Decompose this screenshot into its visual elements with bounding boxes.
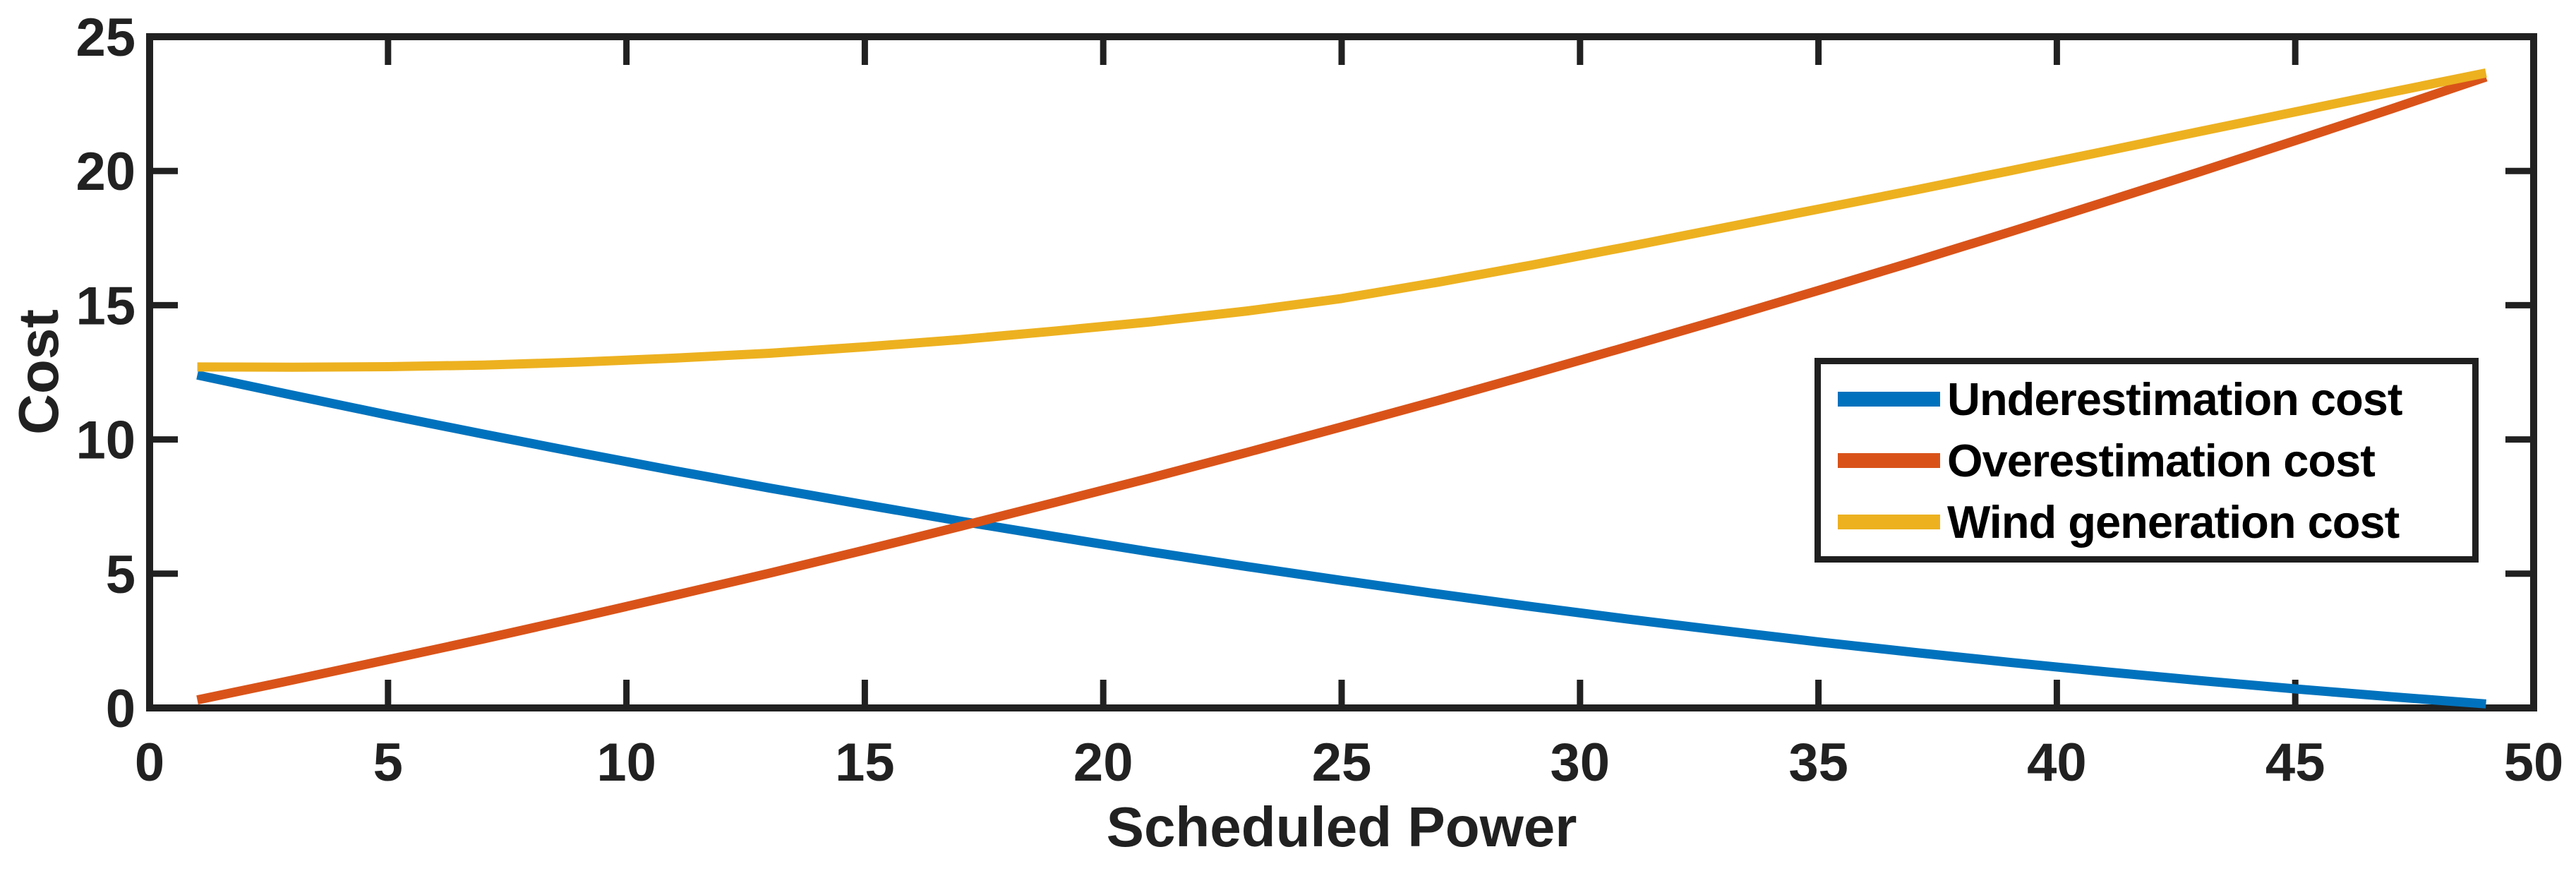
y-axis-title: Cost xyxy=(7,309,70,435)
legend-label-wind-generation: Wind generation cost xyxy=(1947,495,2400,548)
x-tick-label-40: 40 xyxy=(2027,733,2087,793)
y-tick-label-25: 25 xyxy=(76,8,136,68)
overestimation-cost-line xyxy=(196,72,2488,704)
legend-label-underestimation: Underestimation cost xyxy=(1947,373,2403,425)
x-tick-label-10: 10 xyxy=(596,733,656,793)
y-tick-label-15: 15 xyxy=(76,276,136,336)
x-tick-label-15: 15 xyxy=(835,733,895,793)
legend-swatch-wind-generation-line xyxy=(1838,514,1940,529)
axes-box xyxy=(146,33,2537,711)
legend-label-overestimation: Overestimation cost xyxy=(1947,434,2376,486)
x-tick-label-0: 0 xyxy=(135,733,164,793)
x-tick-label-20: 20 xyxy=(1073,733,1133,793)
legend-swatch-overestimation-line xyxy=(1838,452,1940,468)
x-axis-title: Scheduled Power xyxy=(1106,795,1577,858)
wind-generation-cost-line xyxy=(197,68,2487,372)
y-tick-label-5: 5 xyxy=(106,545,136,605)
legend-item-underestimation: Underestimation cost xyxy=(1821,368,2472,430)
x-tick-label-45: 45 xyxy=(2265,733,2325,793)
legend-item-overestimation: Overestimation cost xyxy=(1821,430,2472,491)
underestimation-cost-line xyxy=(196,370,2486,709)
legend-swatch-underestimation-line xyxy=(1838,391,1940,407)
legend-item-wind-generation: Wind generation cost xyxy=(1821,491,2472,553)
x-tick-label-35: 35 xyxy=(1788,733,1848,793)
y-tick-label-10: 10 xyxy=(76,411,136,471)
y-tick-label-0: 0 xyxy=(106,679,136,739)
x-tick-label-50: 50 xyxy=(2504,733,2564,793)
x-tick-label-5: 5 xyxy=(373,733,403,793)
legend: Underestimation cost Overestimation cost… xyxy=(1814,358,2479,563)
y-tick-label-20: 20 xyxy=(76,142,136,202)
x-tick-label-25: 25 xyxy=(1312,733,1372,793)
x-tick-label-30: 30 xyxy=(1551,733,1611,793)
